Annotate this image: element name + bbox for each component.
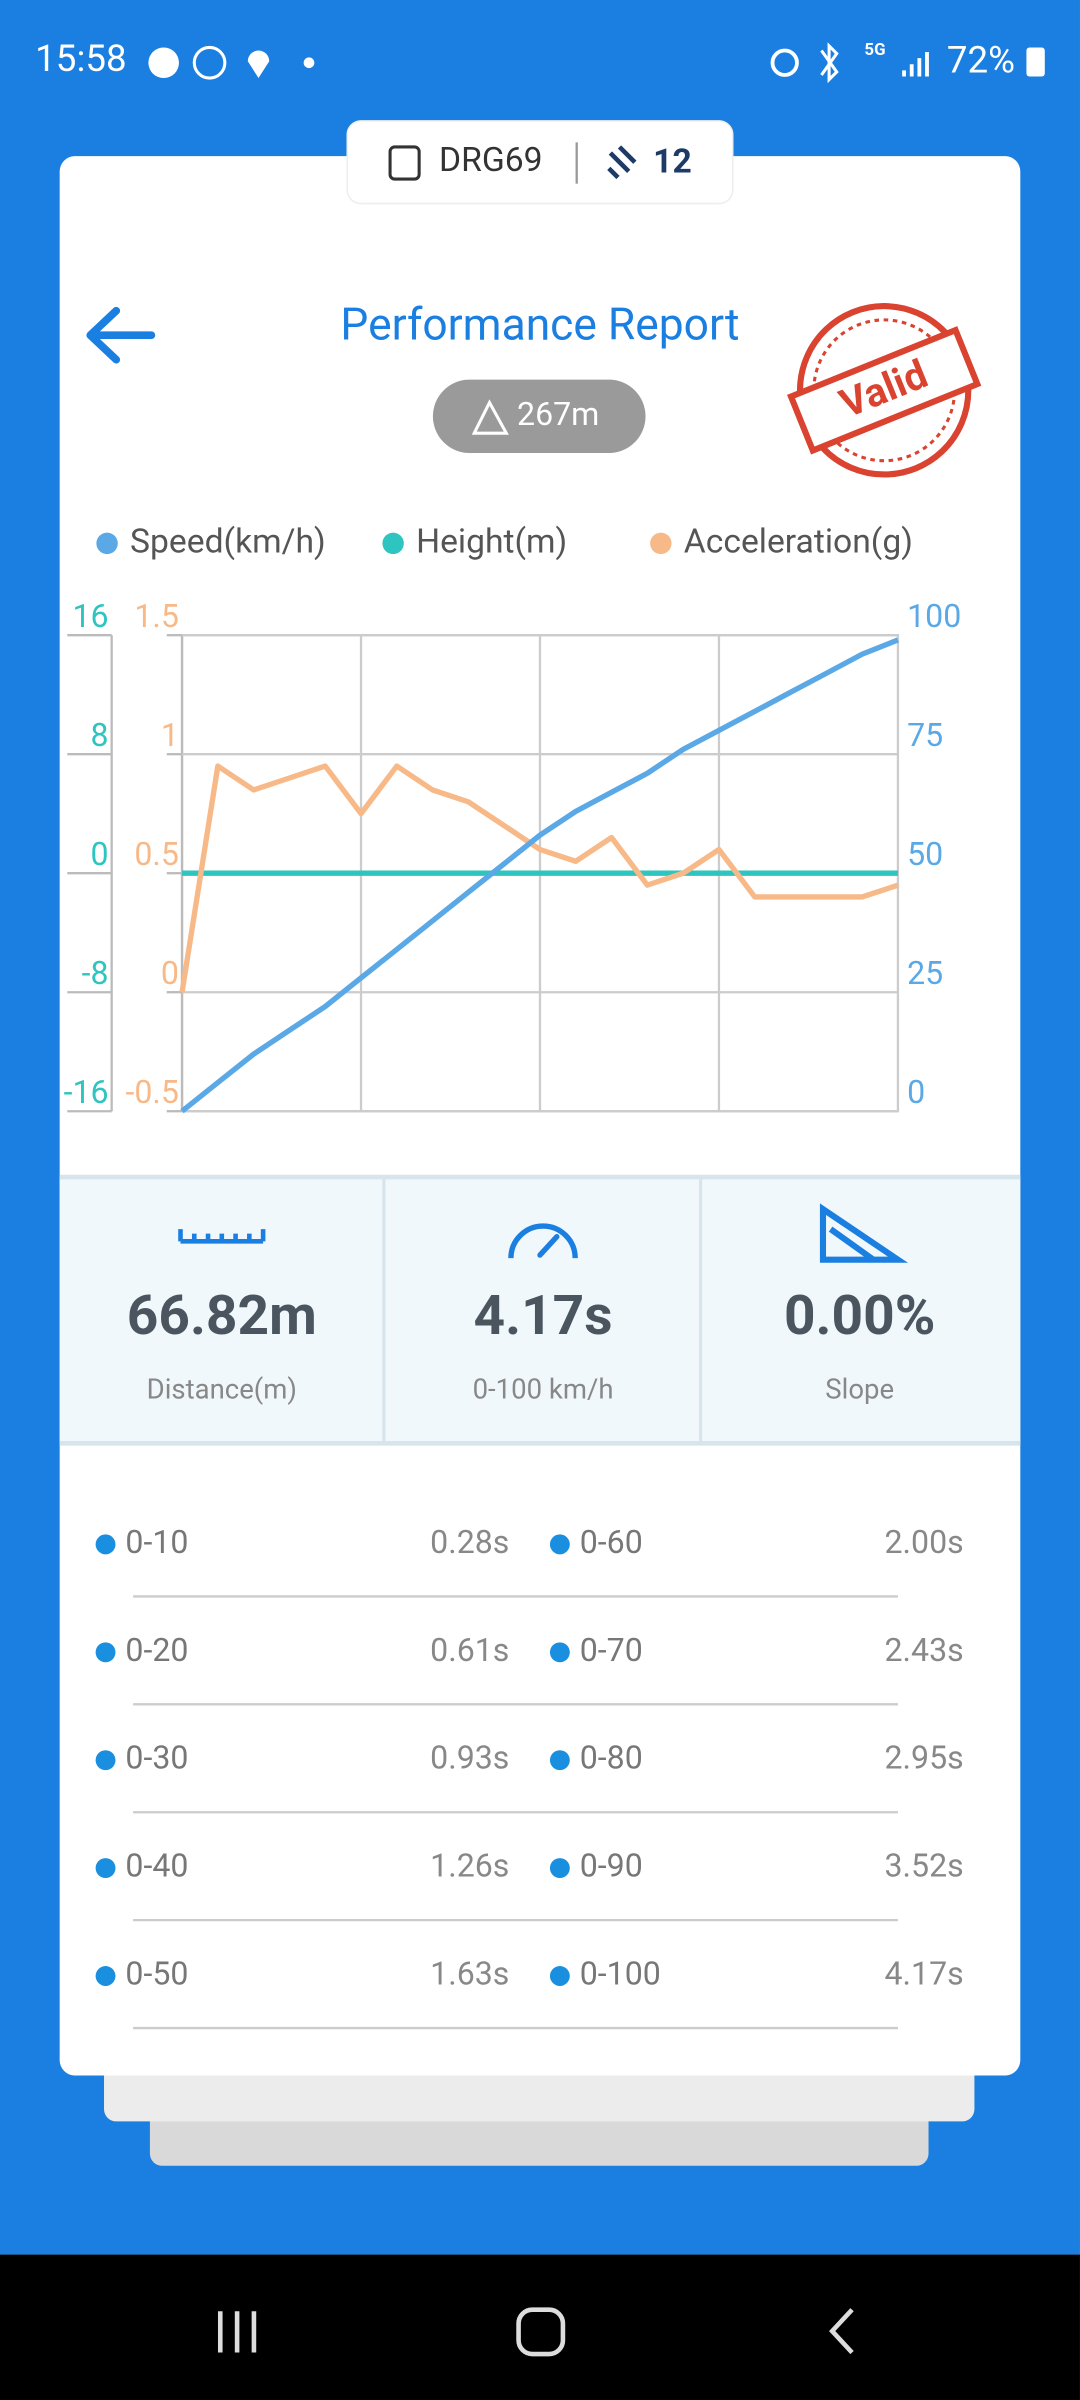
battery-level: 72%	[947, 38, 1015, 81]
stats-panel	[59, 1177, 1021, 1444]
stat-value: 0.00%	[784, 1284, 935, 1348]
split-label: 0-10	[125, 1523, 188, 1561]
splits: 0-10 0.28s 0-60 2.00s 0-20 0.61s 0-70 2.43s 0-30…	[95, 1523, 964, 2030]
split-label: 0-30	[125, 1739, 188, 1777]
back-button[interactable]	[86, 306, 156, 364]
split-time: 1.26s	[430, 1847, 509, 1885]
legend-label: Height(m)	[416, 522, 567, 561]
y-tick-label: 50	[907, 835, 943, 873]
slope-icon	[819, 1203, 908, 1263]
split-dot	[95, 1966, 116, 1986]
page-title: Performance Report	[340, 298, 739, 350]
y3-tick-label: -0.5	[126, 1073, 179, 1111]
split-dot	[549, 1534, 570, 1555]
split-time: 2.43s	[885, 1631, 964, 1669]
y2-tick-label: 16	[73, 597, 109, 635]
y2-tick-label: -8	[82, 954, 109, 992]
signal-icon	[902, 52, 929, 77]
split-dot	[549, 1858, 570, 1879]
series-line	[179, 763, 899, 993]
split-dot	[549, 1642, 570, 1663]
legend-label: Speed(km/h)	[130, 522, 326, 561]
legend-marker	[96, 532, 118, 555]
bluetooth-icon	[820, 42, 839, 84]
y3-tick-label: 0	[161, 954, 179, 992]
split-label: 0-20	[125, 1631, 188, 1669]
y3-tick-label: 0.5	[134, 835, 179, 873]
split-label: 0-100	[580, 1954, 661, 1992]
mountain-icon	[471, 399, 509, 435]
split-label: 0-40	[125, 1847, 188, 1885]
y-tick-label: 100	[907, 597, 961, 635]
stat-label: Slope	[825, 1373, 894, 1406]
split-label: 0-80	[580, 1739, 643, 1777]
legend-marker	[382, 532, 404, 555]
split-dot	[95, 1642, 116, 1663]
stat-label: 0-100 km/h	[473, 1373, 614, 1406]
device-icon	[388, 145, 421, 181]
split-label: 0-60	[580, 1523, 643, 1561]
status-icon	[148, 47, 179, 79]
split-time: 2.00s	[885, 1523, 964, 1561]
home-button[interactable]	[516, 2307, 566, 2357]
split-time: 0.93s	[430, 1739, 509, 1777]
y-tick-label: 75	[907, 716, 943, 754]
stats: 66.82m Distance(m) 4.17s 0-100 km/h 0.00% Slo…	[127, 1284, 936, 1406]
legend-marker	[650, 532, 672, 555]
nav-bar	[0, 2254, 1080, 2400]
status-icon	[192, 45, 227, 80]
y2-tick-label: 8	[91, 716, 109, 754]
split-dot	[549, 1750, 570, 1771]
back-nav-button[interactable]	[829, 2308, 854, 2355]
split-time: 4.17s	[885, 1954, 964, 1992]
device-pill	[346, 120, 734, 205]
y-tick-label: 0	[907, 1073, 925, 1111]
ruler-icon	[178, 1229, 266, 1244]
y2-tick-label: -16	[64, 1073, 109, 1111]
split-dot	[549, 1966, 570, 1986]
y2-tick-label: 0	[91, 835, 109, 873]
split-dot	[95, 1858, 116, 1879]
status-icon	[247, 50, 270, 79]
chart: Speed(km/h) Height(m) Acceleration(g) 0 25 50…	[64, 522, 961, 1114]
legend-label: Acceleration(g)	[684, 522, 913, 561]
split-time: 2.95s	[885, 1739, 964, 1777]
split-dot	[95, 1534, 116, 1555]
split-time: 0.61s	[430, 1631, 509, 1669]
alarm-icon	[770, 48, 799, 77]
split-time: 0.28s	[430, 1523, 509, 1561]
status-time: 15:58	[35, 37, 126, 80]
split-label: 0-90	[580, 1847, 643, 1885]
series-line	[180, 637, 899, 1114]
recent-apps-button[interactable]	[217, 2311, 257, 2353]
altitude: 267m	[517, 395, 599, 433]
status-icon	[303, 57, 315, 69]
device-name: DRG69	[439, 141, 543, 180]
y-tick-label: 25	[907, 954, 943, 992]
network-label: 5G	[864, 40, 885, 60]
speedometer-icon	[537, 1234, 560, 1258]
split-time: 1.63s	[430, 1954, 509, 1992]
stamp-band	[787, 326, 982, 455]
satellite-icon	[607, 145, 637, 180]
split-label: 0-50	[125, 1954, 188, 1992]
satellite-count: 12	[653, 143, 692, 182]
split-dot	[95, 1750, 116, 1771]
y3-tick-label: 1.5	[134, 597, 179, 635]
stat-label: Distance(m)	[147, 1373, 297, 1406]
stat-value: 4.17s	[474, 1284, 613, 1348]
split-time: 3.52s	[885, 1847, 964, 1885]
y3-tick-label: 1	[161, 716, 179, 754]
split-label: 0-70	[580, 1631, 643, 1669]
battery-icon	[1026, 47, 1045, 77]
stat-value: 66.82m	[127, 1284, 317, 1348]
speedometer-icon	[508, 1223, 578, 1259]
